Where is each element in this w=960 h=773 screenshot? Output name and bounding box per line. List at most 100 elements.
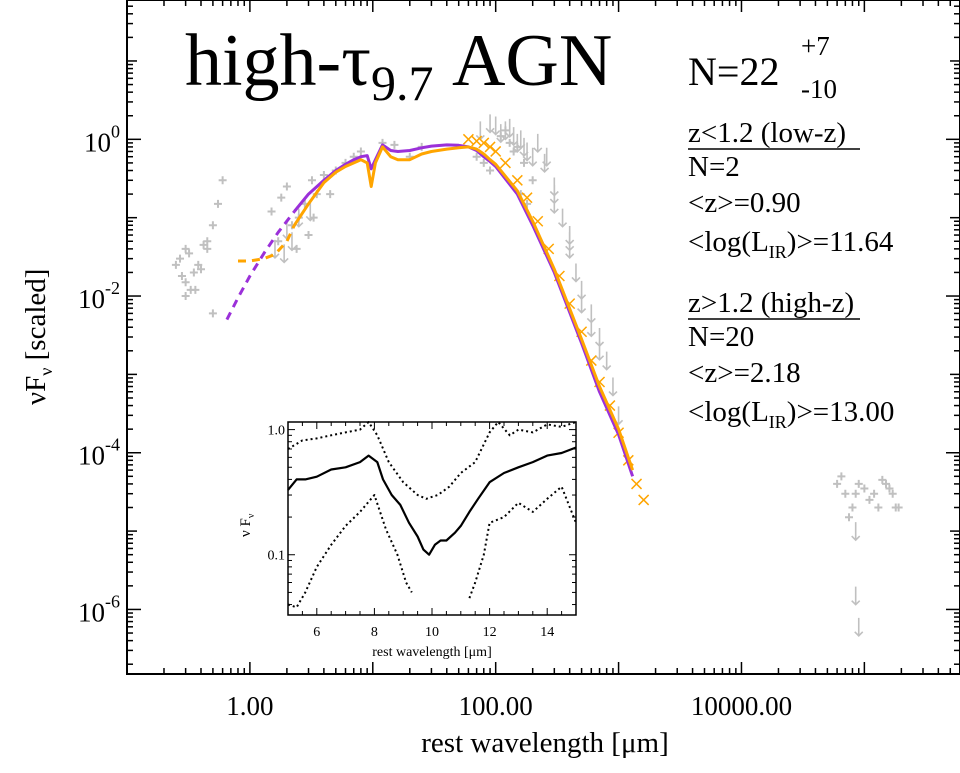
upper-limit-point [549, 177, 559, 197]
photometry-point [181, 292, 190, 301]
photometry-point [191, 285, 200, 294]
photometry-point [203, 237, 212, 246]
herschel-x-point [478, 137, 490, 149]
legend-high-z-z: <z>=2.18 [688, 357, 801, 389]
photometry-point [282, 182, 291, 191]
photometry-point [277, 193, 286, 202]
legend-high-z-n: N=20 [688, 321, 754, 353]
photometry-point [833, 479, 842, 488]
upper-limit-point [851, 586, 861, 606]
photometry-point [841, 489, 850, 498]
inset-y-tick-label: 1.0 [268, 424, 286, 439]
herschel-x-point [490, 145, 502, 157]
legend-high-z-header: z>1.2 (high-z) [688, 287, 854, 319]
herschel-x-point [631, 478, 643, 490]
upper-limit-point [500, 121, 510, 141]
photometry-point [196, 265, 205, 274]
photometry-point [181, 244, 190, 253]
inset-range-line [287, 421, 577, 500]
inset-x-tick-label: 6 [313, 625, 320, 640]
inset-median-line [287, 446, 577, 556]
legend-low-z-z: <z>=0.90 [688, 187, 801, 219]
photometry-point [845, 513, 854, 522]
main-plot-area [171, 114, 903, 637]
upper-limit-point [509, 127, 519, 147]
photometry-point [888, 489, 897, 498]
legend-high-z-lir: <log(LIR)>=13.00 [688, 396, 894, 432]
legend-high-z: z>1.2 (high-z) N=20 <z>=2.18 <log(LIR)>=… [688, 287, 894, 432]
legend-low-z-n: N=2 [688, 151, 740, 183]
photometry-point [878, 475, 887, 484]
photometry-point [213, 199, 222, 208]
photometry-point [181, 278, 190, 287]
upper-limit-point [851, 522, 861, 542]
herschel-x-point [471, 135, 483, 147]
x-axis-label: rest wavelength [μm] [421, 727, 668, 759]
legend-low-z-header: z<1.2 (low-z) [688, 117, 846, 149]
photometry-point [185, 249, 194, 258]
photometry-point [854, 479, 863, 488]
upper-limit-point [542, 147, 552, 167]
inset-range-line [287, 494, 413, 609]
chart-title: high-τ9.7 AGN [185, 20, 612, 111]
photometry-point [356, 147, 365, 156]
low-z-template-extrapolation [225, 210, 296, 321]
photometry-point [891, 503, 900, 512]
upper-limit-point [533, 133, 543, 154]
upper-limit-point [565, 226, 575, 246]
photometry-point [171, 260, 180, 269]
inset-chart: 6 8 10 12 14 1.0 0.1 rest wavelength [μm] ν Fν [238, 421, 577, 660]
upper-limit-point [577, 294, 587, 314]
upper-limit-point [491, 116, 501, 136]
inset-x-axis-label: rest wavelength [μm] [372, 645, 491, 660]
inset-x-tick-label: 12 [483, 625, 497, 640]
upper-limit-point [608, 377, 618, 397]
x-tick-label: 1.00 [226, 691, 273, 721]
main-axis-ticks: 1.00 100.00 10000.00 100 10-2 10-4 10-6 [78, 0, 960, 721]
inset-x-tick-label: 14 [540, 625, 554, 640]
high-z-template-line [293, 145, 635, 471]
upper-limit-point [571, 263, 581, 283]
y-tick-label: 10-2 [78, 278, 120, 314]
high-z-template-extrapolation [238, 224, 296, 263]
photometry-point [189, 268, 198, 277]
photometry-point [208, 309, 217, 318]
inset-y-axis-label: ν Fν [238, 513, 257, 537]
photometry-point [865, 495, 874, 504]
upper-limit-point [528, 147, 538, 167]
inset-x-tick-label: 8 [371, 625, 378, 640]
photometry-point [307, 176, 316, 185]
photometry-point [528, 176, 537, 185]
inset-y-tick-label: 0.1 [268, 549, 286, 564]
upper-limit-point [305, 202, 315, 222]
herschel-x-point [499, 157, 511, 169]
photometry-point [870, 489, 879, 498]
herschel-x-point [638, 494, 650, 506]
y-tick-label: 100 [84, 121, 120, 157]
photometry-point [390, 140, 399, 149]
y-tick-label: 10-4 [78, 435, 120, 471]
photometry-point [304, 231, 313, 240]
photometry-point [208, 221, 217, 230]
inset-range-line [468, 485, 577, 599]
photometry-point [851, 489, 860, 498]
upper-limit-point [485, 114, 495, 134]
photometry-point [848, 503, 857, 512]
upper-limit-point [594, 341, 605, 361]
count-label: N=22+7 -10 [688, 31, 837, 104]
inset-x-tick-label: 10 [425, 625, 439, 640]
photometry-point [472, 152, 481, 161]
photometry-point [194, 260, 203, 269]
upper-limit-point [287, 232, 297, 252]
upper-limit-point [549, 194, 559, 215]
inset-plot-area [287, 421, 577, 609]
photometry-point [860, 484, 869, 493]
photometry-point [267, 207, 276, 216]
photometry-point [326, 190, 335, 199]
photometry-point [177, 272, 186, 281]
inset-plot-frame [287, 421, 577, 616]
legend-low-z: z<1.2 (low-z) N=2 <z>=0.90 <log(LIR)>=11… [688, 117, 894, 262]
upper-limit-point [586, 318, 596, 338]
upper-limit-point [505, 118, 515, 139]
low-z-template-line [293, 143, 635, 477]
